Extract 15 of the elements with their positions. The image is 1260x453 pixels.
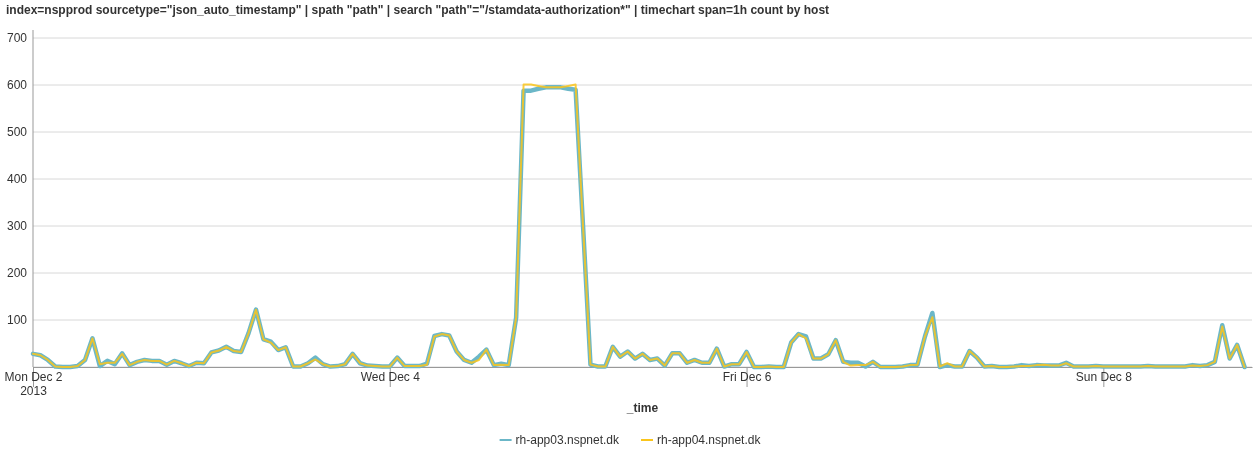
- x-axis-title: _time: [625, 401, 659, 415]
- chart-title: index=nspprod sourcetype="json_auto_timestamp" | spath "path" | search "path"="/stamdata-authorization*" | timechart span=1h count by host: [6, 3, 830, 17]
- x-tick-label: Mon Dec 2 2013: [4, 370, 63, 398]
- y-tick-label: 100: [6, 313, 28, 328]
- y-tick-label: 200: [6, 266, 28, 281]
- y-tick-label: 300: [6, 219, 28, 234]
- y-tick-label: 500: [6, 125, 28, 140]
- x-tick-label: Wed Dec 4: [360, 370, 421, 384]
- x-tick-label: Fri Dec 6: [722, 370, 772, 384]
- legend-label: rh-app04.nspnet.dk: [657, 433, 762, 447]
- legend-label: rh-app03.nspnet.dk: [515, 433, 620, 447]
- y-tick-label: 600: [6, 78, 28, 93]
- y-tick-label: 400: [6, 172, 28, 187]
- y-tick-label: 700: [6, 31, 28, 46]
- x-tick-label: Sun Dec 8: [1075, 370, 1133, 384]
